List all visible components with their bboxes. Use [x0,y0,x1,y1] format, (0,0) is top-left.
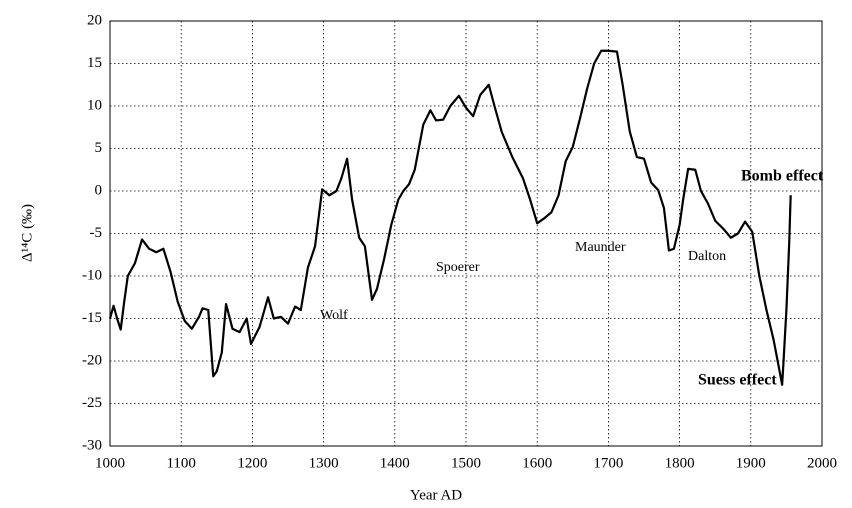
y-tick-label: -30 [82,437,102,453]
x-tick-label: 1600 [522,455,552,471]
x-axis-label: Year AD [410,487,462,503]
annotation: Maunder [575,240,626,255]
annotation: Suess effect [698,372,777,389]
x-tick-label: 1100 [166,455,195,471]
y-tick-label: -25 [82,395,102,411]
annotation: Dalton [688,249,726,264]
y-tick-label: 5 [95,140,103,156]
x-tick-label: 1500 [451,455,481,471]
data-line [108,49,792,386]
x-tick-label: 2000 [807,455,837,471]
y-tick-label: 10 [87,97,102,113]
x-tick-label: 1200 [237,455,267,471]
y-tick-label: -15 [82,310,102,326]
x-tick-label: 1000 [95,455,125,471]
y-tick-label: 0 [95,182,103,198]
y-tick-label: 15 [87,55,102,71]
x-tick-label: 1700 [593,455,623,471]
y-axis-label: Δ¹⁴C (‰) [19,204,35,262]
y-tick-label: -20 [82,352,102,368]
y-tick-label: -10 [82,267,102,283]
x-tick-label: 1800 [665,455,695,471]
x-tick-label: 1900 [736,455,766,471]
y-tick-label: 20 [87,12,102,28]
annotation: Spoerer [436,260,480,275]
annotation: Bomb effect [741,168,824,185]
plot-frame [109,20,823,447]
y-tick-label: -5 [90,225,103,241]
x-tick-label: 1300 [309,455,339,471]
x-tick-label: 1400 [380,455,410,471]
annotation: Wolf [320,308,348,323]
